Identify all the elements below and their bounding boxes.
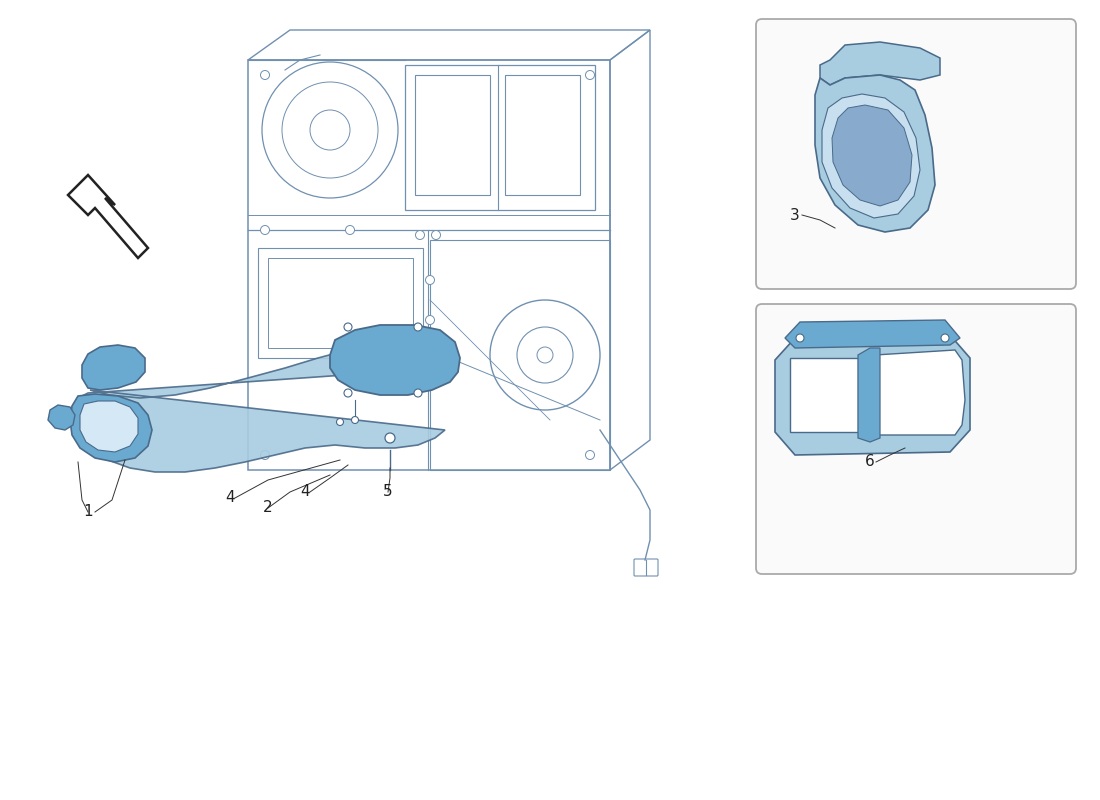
Circle shape	[337, 418, 343, 426]
FancyBboxPatch shape	[756, 304, 1076, 574]
Circle shape	[416, 230, 425, 239]
Polygon shape	[858, 348, 880, 442]
Polygon shape	[330, 325, 460, 395]
Polygon shape	[874, 350, 965, 435]
Polygon shape	[68, 175, 148, 258]
Polygon shape	[80, 401, 138, 452]
FancyBboxPatch shape	[756, 19, 1076, 289]
Circle shape	[345, 226, 354, 234]
Bar	[415, 75, 490, 195]
Polygon shape	[82, 345, 145, 390]
Polygon shape	[70, 394, 152, 462]
Circle shape	[261, 226, 270, 234]
Polygon shape	[820, 42, 940, 85]
Polygon shape	[776, 335, 970, 455]
Circle shape	[261, 450, 270, 459]
Circle shape	[385, 433, 395, 443]
Polygon shape	[48, 405, 75, 430]
Circle shape	[352, 417, 359, 423]
Polygon shape	[832, 105, 912, 206]
Bar	[268, 258, 412, 348]
Circle shape	[431, 230, 440, 239]
Text: 3: 3	[790, 207, 800, 222]
Circle shape	[940, 334, 949, 342]
Text: 2: 2	[263, 501, 273, 515]
Polygon shape	[785, 320, 960, 348]
Circle shape	[414, 389, 422, 397]
Circle shape	[261, 70, 270, 79]
Text: 6: 6	[865, 454, 874, 470]
Text: 4: 4	[226, 490, 234, 506]
Circle shape	[426, 275, 434, 285]
Text: 4: 4	[300, 485, 310, 499]
Circle shape	[585, 450, 594, 459]
Bar	[405, 65, 595, 210]
Circle shape	[344, 389, 352, 397]
Polygon shape	[72, 343, 446, 472]
Circle shape	[796, 334, 804, 342]
Polygon shape	[822, 94, 920, 218]
Polygon shape	[815, 75, 935, 232]
Text: 5: 5	[383, 485, 393, 499]
Polygon shape	[790, 358, 858, 432]
Circle shape	[426, 346, 434, 354]
Circle shape	[414, 323, 422, 331]
Bar	[258, 248, 424, 358]
Circle shape	[426, 315, 434, 325]
Bar	[505, 75, 580, 195]
Circle shape	[585, 70, 594, 79]
Circle shape	[344, 323, 352, 331]
Text: 1: 1	[84, 505, 92, 519]
